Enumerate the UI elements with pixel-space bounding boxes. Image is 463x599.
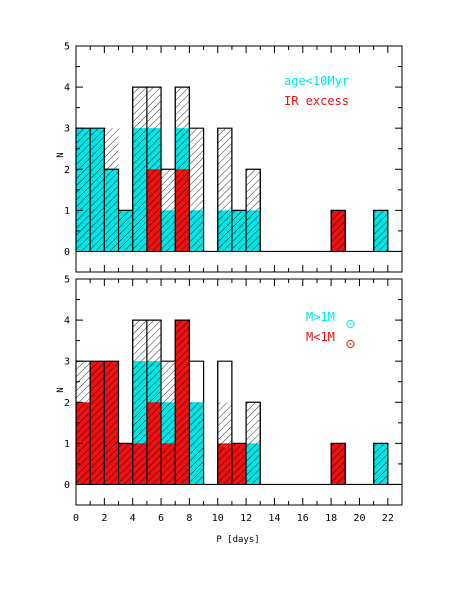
top-ytick-label-4: 4 xyxy=(64,83,70,94)
bottom-red-bar-hatch-2 xyxy=(104,361,119,485)
bottom-red-bar-hatch-1 xyxy=(90,361,105,485)
top-ytick-label-5: 5 xyxy=(64,42,70,53)
bottom-ytick-label-5: 5 xyxy=(64,275,70,286)
top-cyan-bar-hatch-2 xyxy=(104,169,119,252)
sun-symbol-icon xyxy=(346,319,355,329)
bottom-red-bar-hatch-5 xyxy=(146,402,162,485)
xtick-label-2: 2 xyxy=(101,513,107,524)
top-red-bar-hatch-7 xyxy=(175,169,190,252)
top-ytick-label-0: 0 xyxy=(64,247,70,258)
bottom-red-bar-hatch-4 xyxy=(132,443,147,485)
bottom-ytick-label-4: 4 xyxy=(64,316,70,327)
top-cyan-bar-hatch-21 xyxy=(373,210,388,252)
xtick-label-14: 14 xyxy=(268,513,280,524)
bottom-red-bar-hatch-18 xyxy=(331,443,346,485)
xtick-label-0: 0 xyxy=(73,513,79,524)
top-cyan-bar-hatch-11 xyxy=(231,210,247,252)
legend-mass-high-label: M>1M xyxy=(306,310,335,324)
legend-mass-low: M<1M xyxy=(306,330,355,349)
y-axis-title-bottom: N xyxy=(56,387,66,392)
bottom-red-bar-hatch-10 xyxy=(217,443,232,485)
bottom-ytick-label-0: 0 xyxy=(64,480,70,491)
top-cyan-bar-hatch-1 xyxy=(90,128,105,252)
top-cyan-bar-hatch-12 xyxy=(246,210,261,252)
legend-ir-excess: IR excess xyxy=(284,94,349,108)
bottom-ytick-label-2: 2 xyxy=(64,398,70,409)
legend-mass-high: M>1M xyxy=(306,310,355,329)
panel-top: 0 1 2 3 4 5 xyxy=(64,42,403,273)
sun-symbol-icon xyxy=(346,339,355,349)
xtick-label-4: 4 xyxy=(130,513,136,524)
legend-age: age<10Myr xyxy=(284,74,349,88)
top-cyan-bar-hatch-3 xyxy=(118,210,133,252)
x-axis-title: P [days] xyxy=(216,535,259,545)
xtick-label-10: 10 xyxy=(212,513,224,524)
top-cyan-bar-hatch-0 xyxy=(76,128,91,252)
top-red-bar-hatch-18 xyxy=(331,210,346,252)
top-frame xyxy=(75,45,403,273)
bottom-red-bar-hatch-6 xyxy=(161,443,176,485)
xtick-label-8: 8 xyxy=(186,513,192,524)
bottom-cyan-bar-hatch-8 xyxy=(189,402,204,485)
legend-mass-low-label: M<1M xyxy=(306,330,335,344)
bottom-frame xyxy=(75,278,403,506)
top-ytick-label-3: 3 xyxy=(64,124,70,135)
xtick-label-18: 18 xyxy=(325,513,337,524)
bottom-cyan-bar-hatch-21 xyxy=(373,443,388,485)
xtick-label-12: 12 xyxy=(240,513,252,524)
top-cyan-bar-hatch-6 xyxy=(161,210,176,252)
xtick-label-22: 22 xyxy=(382,513,394,524)
top-cyan-bar-hatch-10 xyxy=(217,210,232,252)
xtick-label-20: 20 xyxy=(353,513,365,524)
top-ytick-label-2: 2 xyxy=(64,165,70,176)
top-red-bar-hatch-5 xyxy=(146,169,162,252)
bottom-ytick-label-1: 1 xyxy=(64,439,70,450)
top-cyan-bar-hatch-4 xyxy=(132,128,147,252)
bottom-ytick-label-3: 3 xyxy=(64,357,70,368)
xtick-label-6: 6 xyxy=(158,513,164,524)
top-cyan-bar-hatch-8 xyxy=(189,210,204,252)
bottom-red-bar-hatch-3 xyxy=(118,443,133,485)
top-ytick-label-1: 1 xyxy=(64,206,70,217)
xtick-label-16: 16 xyxy=(297,513,309,524)
bottom-cyan-bar-hatch-12 xyxy=(246,443,261,485)
bottom-red-bar-hatch-7 xyxy=(175,320,190,485)
bottom-red-bar-hatch-11 xyxy=(231,443,247,485)
y-axis-title-top: N xyxy=(56,152,66,157)
